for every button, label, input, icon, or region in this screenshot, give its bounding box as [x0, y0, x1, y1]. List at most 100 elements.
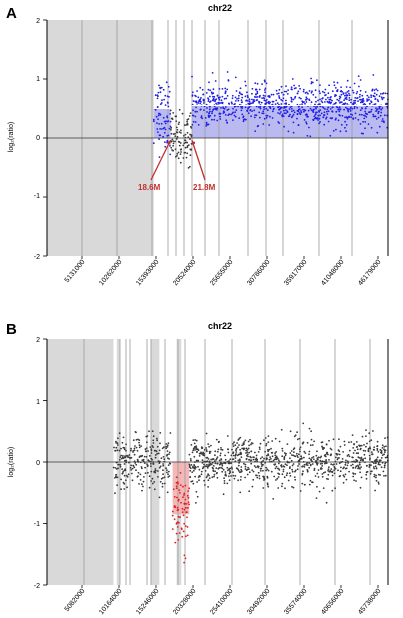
data-point — [262, 469, 264, 472]
data-point — [237, 99, 240, 102]
data-point — [337, 457, 339, 459]
data-point — [278, 460, 281, 463]
data-point — [301, 482, 304, 485]
data-point — [183, 522, 186, 525]
data-point — [163, 98, 166, 101]
data-point — [194, 465, 197, 468]
data-point — [180, 151, 183, 153]
data-point — [183, 134, 185, 137]
data-point — [118, 458, 121, 461]
data-point — [166, 95, 169, 98]
data-point — [268, 102, 271, 105]
data-point — [309, 135, 312, 138]
data-point — [208, 450, 211, 453]
data-point — [318, 490, 321, 493]
data-point — [215, 102, 218, 105]
data-point — [239, 436, 242, 439]
data-point — [192, 482, 195, 485]
data-point — [119, 463, 122, 466]
data-point — [195, 502, 197, 504]
data-point — [238, 94, 240, 97]
data-point — [381, 107, 384, 109]
data-point — [169, 109, 172, 112]
data-point — [314, 103, 316, 106]
data-point — [276, 456, 278, 459]
data-point — [341, 114, 344, 117]
data-point — [223, 97, 226, 100]
data-point — [172, 112, 175, 114]
data-point — [373, 115, 376, 118]
data-point — [346, 103, 349, 105]
data-point — [311, 90, 313, 93]
data-point — [114, 449, 116, 452]
data-point — [359, 448, 362, 451]
data-point — [344, 94, 346, 97]
data-point — [327, 96, 329, 99]
data-point — [338, 110, 341, 113]
data-point — [350, 113, 352, 116]
data-point — [195, 100, 198, 103]
data-point — [220, 447, 222, 449]
data-point — [188, 503, 191, 506]
data-point — [273, 107, 275, 110]
data-point — [271, 110, 274, 113]
data-point — [160, 477, 163, 480]
data-point — [323, 114, 325, 116]
data-point — [209, 89, 212, 92]
data-point — [297, 456, 299, 458]
data-point — [154, 469, 157, 472]
data-point — [154, 449, 157, 452]
data-point — [133, 460, 136, 463]
data-point — [281, 455, 284, 458]
data-point — [240, 466, 243, 468]
data-point — [359, 101, 362, 104]
data-point — [337, 108, 340, 111]
data-point — [361, 98, 364, 101]
data-point — [171, 149, 174, 151]
data-point — [333, 466, 336, 468]
data-point — [168, 90, 171, 93]
data-point — [264, 102, 267, 105]
data-point — [159, 480, 162, 483]
panel-a-ytick-label: 1 — [36, 76, 40, 83]
data-point — [282, 115, 285, 117]
data-point — [172, 133, 175, 136]
data-point — [120, 457, 123, 460]
data-point — [261, 97, 263, 99]
data-point — [344, 467, 347, 470]
data-point — [307, 92, 309, 95]
data-point — [296, 431, 298, 434]
data-point — [200, 101, 202, 103]
data-point — [379, 449, 382, 451]
data-point — [231, 94, 234, 97]
data-point — [166, 453, 169, 456]
data-point — [132, 464, 135, 467]
data-point — [154, 109, 157, 111]
data-point — [234, 111, 237, 114]
data-point — [246, 91, 248, 94]
data-point — [335, 463, 338, 465]
data-point — [239, 459, 241, 462]
data-point — [298, 108, 301, 110]
data-point — [250, 450, 253, 453]
panel-a-ytick-label: 0 — [36, 135, 40, 142]
data-point — [375, 107, 377, 109]
data-point — [187, 118, 190, 120]
data-point — [282, 97, 285, 100]
data-point — [207, 458, 210, 460]
data-point — [362, 449, 365, 452]
data-point — [157, 476, 159, 478]
data-point — [114, 477, 116, 479]
data-point — [145, 435, 148, 438]
data-point — [374, 459, 377, 461]
data-point — [331, 470, 334, 473]
data-point — [370, 439, 373, 442]
data-point — [158, 156, 161, 159]
data-point — [164, 145, 167, 148]
data-point — [215, 472, 218, 475]
data-point — [272, 498, 275, 500]
data-point — [325, 94, 327, 96]
data-point — [318, 90, 321, 93]
data-point — [190, 444, 193, 446]
data-point — [176, 153, 179, 155]
